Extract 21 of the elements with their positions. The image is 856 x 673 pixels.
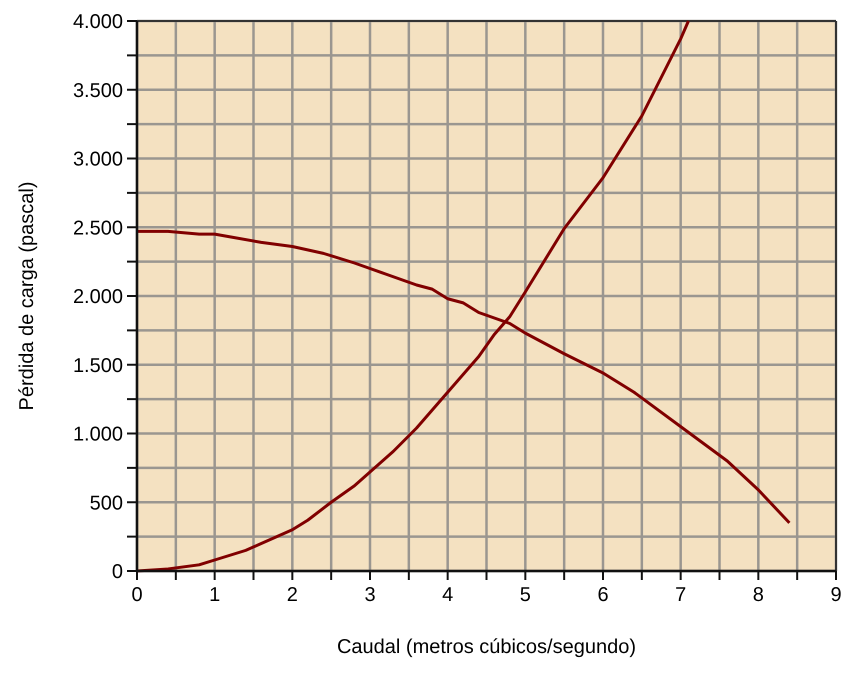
y-tick-label: 500: [90, 492, 123, 514]
x-tick-label: 2: [286, 584, 298, 606]
y-tick-label: 1.000: [72, 424, 123, 446]
x-tick-label: 3: [364, 584, 376, 606]
y-tick-label: 2.500: [72, 217, 123, 240]
y-tick-label: 4.000: [72, 11, 123, 33]
x-tick-label: 1: [209, 584, 220, 606]
x-tick-label: 8: [752, 584, 764, 606]
y-tick-label: 3.500: [72, 80, 123, 102]
y-tick-label: 2.000: [72, 286, 123, 308]
y-tick-label: 0: [112, 561, 123, 583]
x-tick-label: 5: [520, 584, 531, 606]
x-tick-label: 9: [830, 584, 842, 606]
y-axis-title: Pérdida de carga (pascal): [16, 181, 38, 411]
x-tick-label: 4: [442, 584, 454, 606]
x-axis-title: Caudal (metros cúbicos/segundo): [336, 636, 636, 658]
y-tick-label: 1.500: [72, 354, 123, 377]
x-tick-label: 6: [597, 584, 609, 606]
x-tick-label: 7: [675, 584, 686, 606]
y-tick-label: 3.000: [72, 148, 123, 170]
x-tick-label: 0: [131, 584, 143, 606]
